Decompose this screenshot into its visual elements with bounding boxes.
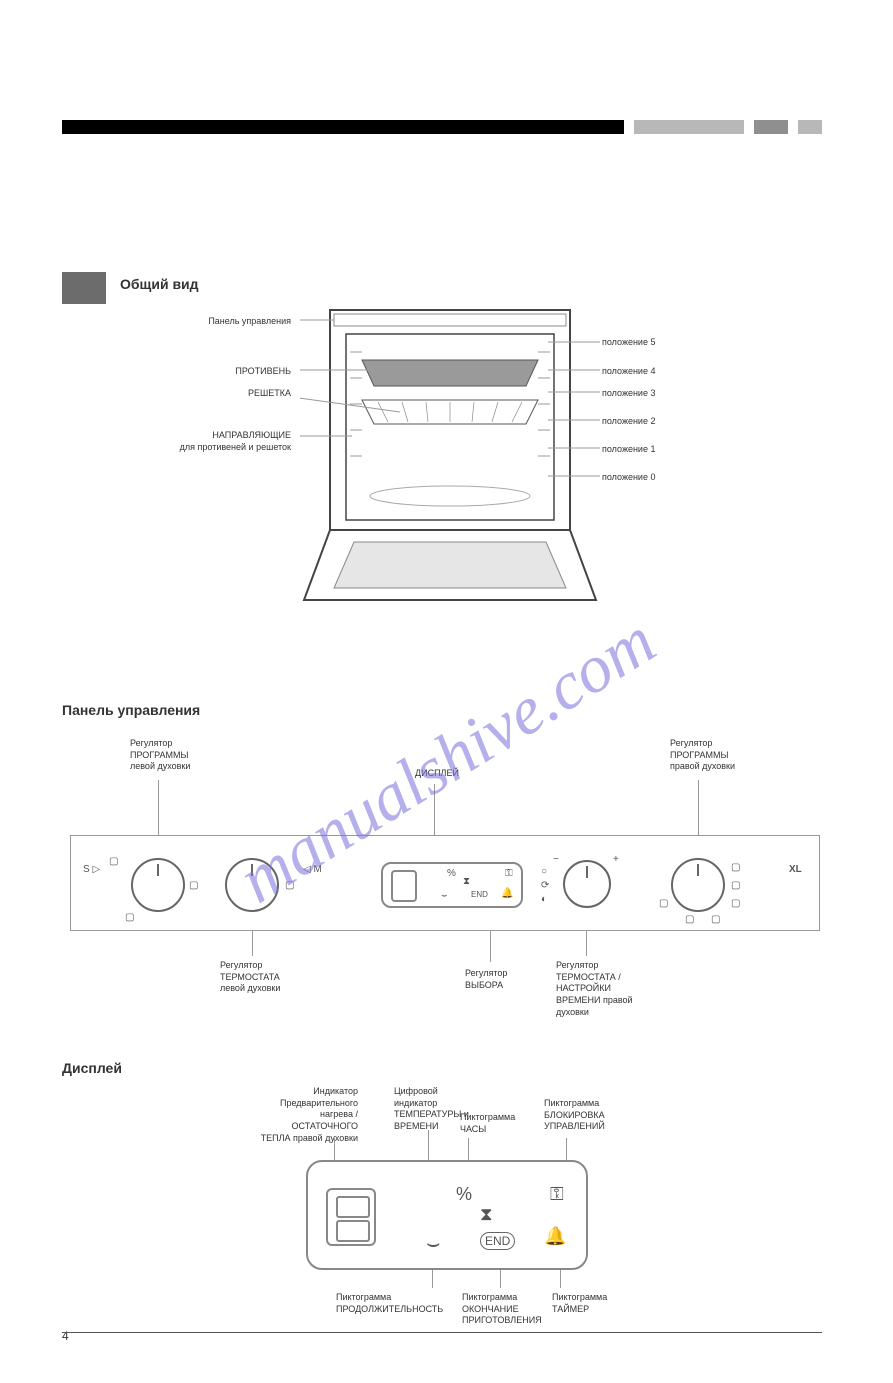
bar-seg-4 bbox=[798, 120, 822, 134]
mode-icon: ▢ bbox=[109, 856, 118, 867]
panel-label-right-thermo: Регулятор ТЕРМОСТАТА / НАСТРОЙКИ ВРЕМЕНИ… bbox=[556, 960, 633, 1018]
mode-icon: ▢ bbox=[731, 898, 740, 909]
disp-label-lock: Пиктограмма БЛОКИРОВКА УПРАВЛЕНИЙ bbox=[544, 1098, 605, 1133]
mode-icon: ▢ bbox=[731, 880, 740, 891]
knob-timer-set bbox=[563, 860, 611, 908]
section-title-panel: Панель управления bbox=[62, 702, 200, 718]
oven-label-pos1: положение 1 bbox=[602, 444, 655, 456]
panel-label-left-thermo: Регулятор ТЕРМОСТАТА левой духовки bbox=[220, 960, 280, 995]
mode-icon: ▢ bbox=[125, 912, 134, 923]
plus-icon: + bbox=[613, 854, 619, 865]
mode-icon: ○ bbox=[541, 866, 547, 877]
bar-seg-1 bbox=[62, 120, 624, 134]
footer-rule bbox=[62, 1332, 822, 1333]
disp-label-digital: Цифровой индикатор ТЕМПЕРАТУРЫ и ВРЕМЕНИ bbox=[394, 1086, 469, 1133]
xl-icon: XL bbox=[789, 864, 802, 875]
panel-label-selector: Регулятор ВЫБОРА bbox=[465, 968, 507, 991]
clock-icon: ⟳ bbox=[541, 880, 549, 891]
knob-left-program bbox=[131, 858, 185, 912]
disp-label-duration: Пиктограмма ПРОДОЛЖИТЕЛЬНОСТЬ bbox=[336, 1292, 443, 1315]
panel-label-display: ДИСПЛЕЙ bbox=[415, 768, 459, 780]
key-icon: ⚿ bbox=[505, 868, 513, 879]
oven-label-rack: РЕШЕТКА bbox=[171, 388, 291, 400]
mode-icon: ▢ bbox=[659, 898, 668, 909]
panel-label-left-program: Регулятор ПРОГРАММЫ левой духовки bbox=[130, 738, 190, 773]
pot-icon: ⌣ bbox=[441, 890, 448, 901]
disp-label-end: Пиктограмма ОКОНЧАНИЕ ПРИГОТОВЛЕНИЯ bbox=[462, 1292, 542, 1327]
oven-label-pos5: положение 5 bbox=[602, 337, 655, 349]
oven-label-tray: ПРОТИВЕНЬ bbox=[171, 366, 291, 378]
knob-right-program bbox=[671, 858, 725, 912]
hourglass-icon: ⧗ bbox=[463, 876, 470, 887]
header-rule bbox=[0, 120, 893, 134]
end-icon: END bbox=[480, 1232, 515, 1250]
oven-label-pos4: положение 4 bbox=[602, 366, 655, 378]
oven-label-pos2: положение 2 bbox=[602, 416, 655, 428]
mode-icon: ▢ bbox=[189, 880, 198, 891]
knob-left-thermo bbox=[225, 858, 279, 912]
digit-window bbox=[326, 1188, 376, 1246]
control-panel-outline: % ⚿ ⧗ ⌣ END 🔔 S ▷ ◁ M XL ▢ ▢ ▢ ▢ ○ ⟳ ◐ −… bbox=[70, 835, 820, 931]
end-icon: END bbox=[471, 890, 488, 899]
m-icon: ◁ M bbox=[303, 864, 322, 875]
oven-label-pos0: положение 0 bbox=[602, 472, 655, 484]
key-icon: ⚿ bbox=[550, 1184, 564, 1205]
oven-label-pos3: положение 3 bbox=[602, 388, 655, 400]
bell-icon: 🔔 bbox=[544, 1226, 566, 1247]
percent-icon: % bbox=[447, 868, 456, 879]
bar-seg-2 bbox=[634, 120, 744, 134]
oven-label-guides: НАПРАВЛЯЮЩИЕ для противеней и решеток bbox=[151, 430, 291, 453]
hourglass-icon: ⧗ bbox=[480, 1204, 493, 1225]
panel-label-right-program: Регулятор ПРОГРАММЫ правой духовки bbox=[670, 738, 735, 773]
display-outline: % ⚿ ⧗ ⌣ END 🔔 bbox=[306, 1160, 588, 1270]
percent-icon: % bbox=[456, 1184, 472, 1205]
bell-icon: 🔔 bbox=[501, 888, 513, 899]
oven-label-control-panel: Панель управления bbox=[171, 316, 291, 328]
pot-icon: ⌣ bbox=[426, 1230, 440, 1256]
section-title-overview: Общий вид bbox=[120, 276, 199, 292]
minus-icon: − bbox=[553, 854, 559, 865]
bar-seg-3 bbox=[754, 120, 788, 134]
mode-icon: ▢ bbox=[285, 880, 294, 891]
mode-icon: ▢ bbox=[685, 914, 694, 925]
oven-diagram bbox=[300, 300, 600, 620]
mode-icon: ▢ bbox=[731, 862, 740, 873]
s-icon: S ▷ bbox=[83, 864, 100, 875]
mini-display: % ⚿ ⧗ ⌣ END 🔔 bbox=[381, 862, 523, 908]
mode-icon: ▢ bbox=[711, 914, 720, 925]
language-badge bbox=[62, 272, 106, 304]
disp-label-timer: Пиктограмма ТАЙМЕР bbox=[552, 1292, 607, 1315]
section-title-display: Дисплей bbox=[62, 1060, 122, 1076]
disp-label-preheat: Индикатор Предварительного нагрева / ОСТ… bbox=[258, 1086, 358, 1144]
mode-icon: ◐ bbox=[541, 894, 547, 905]
disp-label-clock-top: Пиктограмма ЧАСЫ bbox=[460, 1112, 515, 1135]
